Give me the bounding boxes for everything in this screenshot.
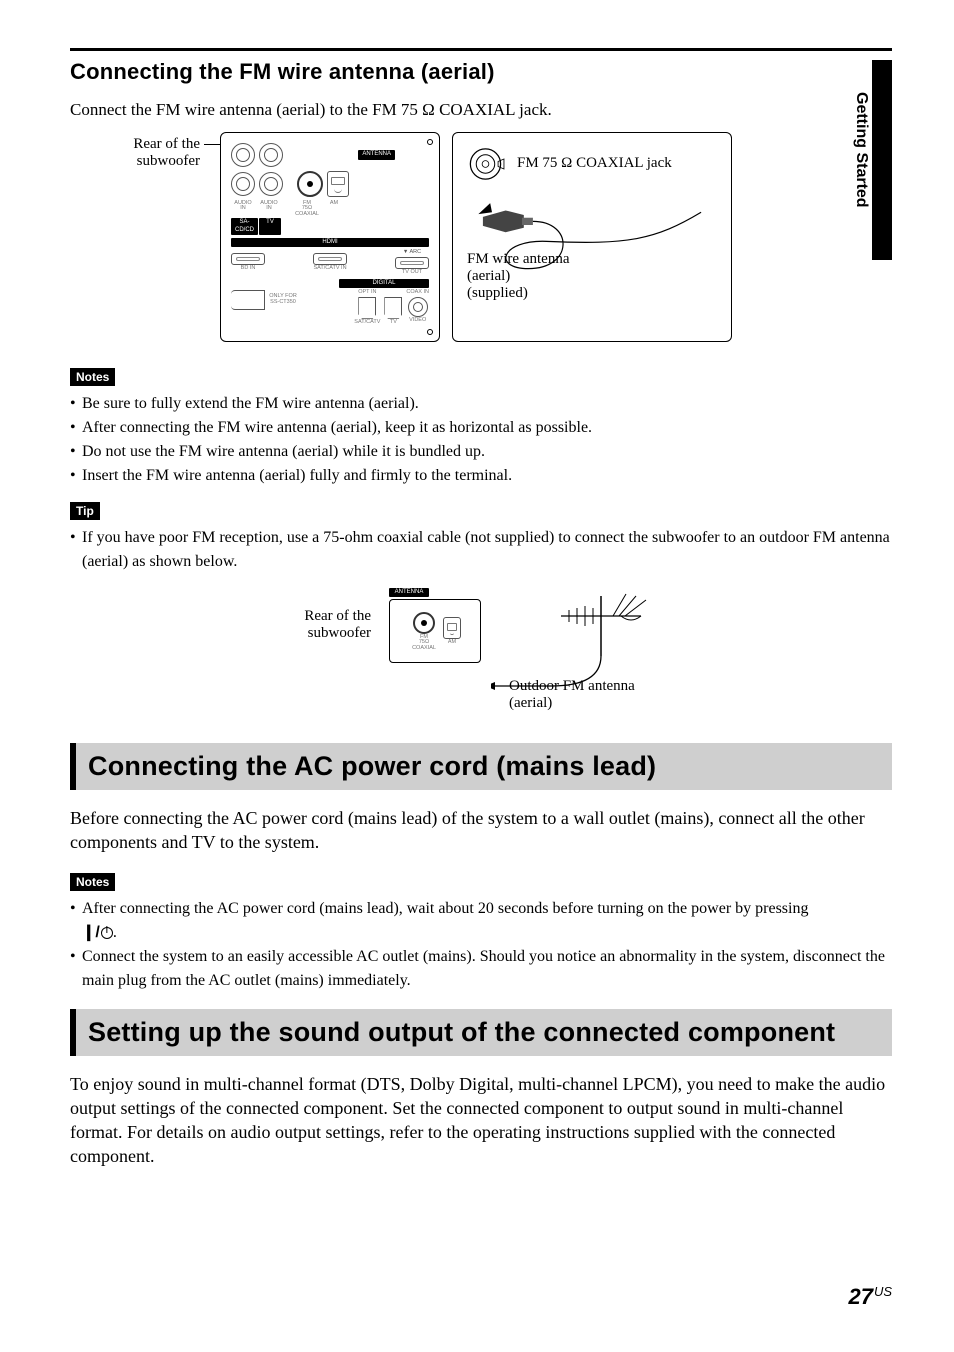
satcatv-label: SAT/CATV [354, 320, 380, 326]
page-number: 27US [848, 1284, 892, 1310]
fm-wire-label-2: (aerial) [467, 268, 569, 285]
rca-jack-icon [408, 297, 428, 317]
notes-badge: Notes [70, 368, 115, 386]
satcatvin-label: SAT/CATV IN [313, 266, 346, 272]
top-rule [70, 48, 892, 51]
section3-heading-bar: Setting up the sound output of the conne… [70, 1009, 892, 1056]
note-item: Insert the FM wire antenna (aerial) full… [70, 464, 892, 488]
side-tab [872, 60, 892, 260]
note-item: Do not use the FM wire antenna (aerial) … [70, 440, 892, 464]
digital-label: DIGITAL [339, 279, 429, 288]
tip-list: If you have poor FM reception, use a 75-… [70, 526, 892, 574]
optical-port-icon [384, 297, 402, 319]
dc-plug-icon [231, 290, 265, 310]
small-panel: FM75Ω COAXIAL AM [389, 599, 481, 663]
audio-in-label: AUDIO IN [257, 201, 281, 218]
screw-icon [427, 329, 433, 335]
screw-icon [427, 139, 433, 145]
section2-heading-bar: Connecting the AC power cord (mains lead… [70, 743, 892, 790]
tv-label: TV [259, 218, 281, 234]
power-icon [101, 927, 113, 939]
side-tab-label: Getting Started [852, 92, 870, 208]
fm-coax-jack-icon [413, 612, 435, 634]
fm-coax-jack-icon [297, 171, 323, 197]
section2-heading: Connecting the AC power cord (mains lead… [88, 751, 880, 782]
section1-heading: Connecting the FM wire antenna (aerial) [70, 59, 892, 85]
fmcoax-label-s: 75Ω COAXIAL [412, 639, 436, 651]
outdoor-antenna-block: Outdoor FM antenna (aerial) [491, 586, 671, 721]
optin-label: OPT IN [358, 290, 376, 296]
sacd-label: SA-CD/CD [231, 218, 258, 234]
video-label: VIDEO [409, 318, 426, 324]
subwoofer-panel: ANTENNA AUDIO IN [220, 132, 440, 342]
tv-label2: TV [390, 320, 397, 326]
outdoor-label-1: Outdoor FM antenna [509, 678, 635, 695]
page-region: US [874, 1284, 892, 1299]
small-panel-wrap: ANTENNA FM75Ω COAXIAL AM [389, 586, 481, 663]
notes-list-2: After connecting the AC power cord (main… [70, 897, 892, 993]
hdmi-port-icon [231, 253, 265, 265]
rca-jack-icon [259, 143, 283, 167]
hdmi-label: HDMI [231, 238, 429, 247]
notes-badge-2: Notes [70, 873, 115, 891]
am-label-s: AM [448, 640, 456, 646]
tip-badge: Tip [70, 502, 100, 520]
am-terminal-icon [443, 617, 461, 639]
am-label: AM [323, 201, 345, 218]
section3-heading: Setting up the sound output of the conne… [88, 1017, 880, 1048]
am-terminal-icon [327, 171, 349, 197]
note-item: Connect the system to an easily accessib… [70, 945, 892, 993]
section2-body: Before connecting the AC power cord (mai… [70, 806, 892, 855]
notes-list-1: Be sure to fully extend the FM wire ante… [70, 392, 892, 488]
note-item: After connecting the FM wire antenna (ae… [70, 416, 892, 440]
callout-box: FM 75 Ω COAXIAL jack FM wire antenna (ae… [452, 132, 732, 342]
hdmi-port-icon [395, 257, 429, 269]
rear-l2: subwoofer [308, 625, 371, 641]
page: Getting Started Connecting the FM wire a… [0, 0, 954, 1352]
fm-coax-label: 75Ω COAXIAL [295, 205, 319, 217]
outdoor-label-2: (aerial) [509, 695, 635, 712]
note-item: After connecting the AC power cord (main… [70, 897, 892, 945]
antenna-label-small: ANTENNA [389, 588, 429, 597]
rear-l1: Rear of the [304, 608, 371, 624]
diagram-fm-antenna: Rear of the subwoofer ANTENNA [110, 132, 892, 342]
rear-label-2: subwoofer [137, 153, 200, 169]
tvout-label: TV OUT [402, 270, 422, 276]
antenna-label: ANTENNA [358, 150, 395, 159]
rear-label: Rear of the subwoofer [110, 132, 200, 170]
bdin-label: BD IN [241, 266, 256, 272]
coaxin-label: COAX IN [406, 290, 429, 296]
note-item: Be sure to fully extend the FM wire ante… [70, 392, 892, 416]
fm-jack-closeup-icon [467, 143, 509, 185]
note2-0-text: After connecting the AC power cord (main… [82, 900, 808, 917]
audio-in-label: AUDIO IN [231, 201, 255, 218]
ssct-label: SS-CT350 [270, 299, 296, 305]
rca-jack-icon [231, 172, 255, 196]
section1-intro: Connect the FM wire antenna (aerial) to … [70, 99, 892, 122]
hdmi-port-icon [313, 253, 347, 265]
rca-jack-icon [231, 143, 255, 167]
outdoor-antenna-diagram: Rear of the subwoofer ANTENNA FM75Ω COAX… [70, 586, 892, 721]
tip-item: If you have poor FM reception, use a 75-… [70, 526, 892, 574]
rear-label-small: Rear of the subwoofer [291, 586, 371, 642]
section3-body: To enjoy sound in multi-channel format (… [70, 1072, 892, 1169]
rca-jack-icon [259, 172, 283, 196]
optical-port-icon [358, 297, 376, 319]
arc-label: ARC [410, 249, 422, 255]
fm-jack-callout-label: FM 75 Ω COAXIAL jack [517, 155, 672, 172]
rear-label-1: Rear of the [133, 136, 200, 152]
fm-wire-label-3: (supplied) [467, 285, 569, 302]
fm-wire-label-1: FM wire antenna [467, 251, 569, 268]
power-prefix: ❙/ [82, 924, 100, 941]
page-number-value: 27 [848, 1284, 872, 1309]
